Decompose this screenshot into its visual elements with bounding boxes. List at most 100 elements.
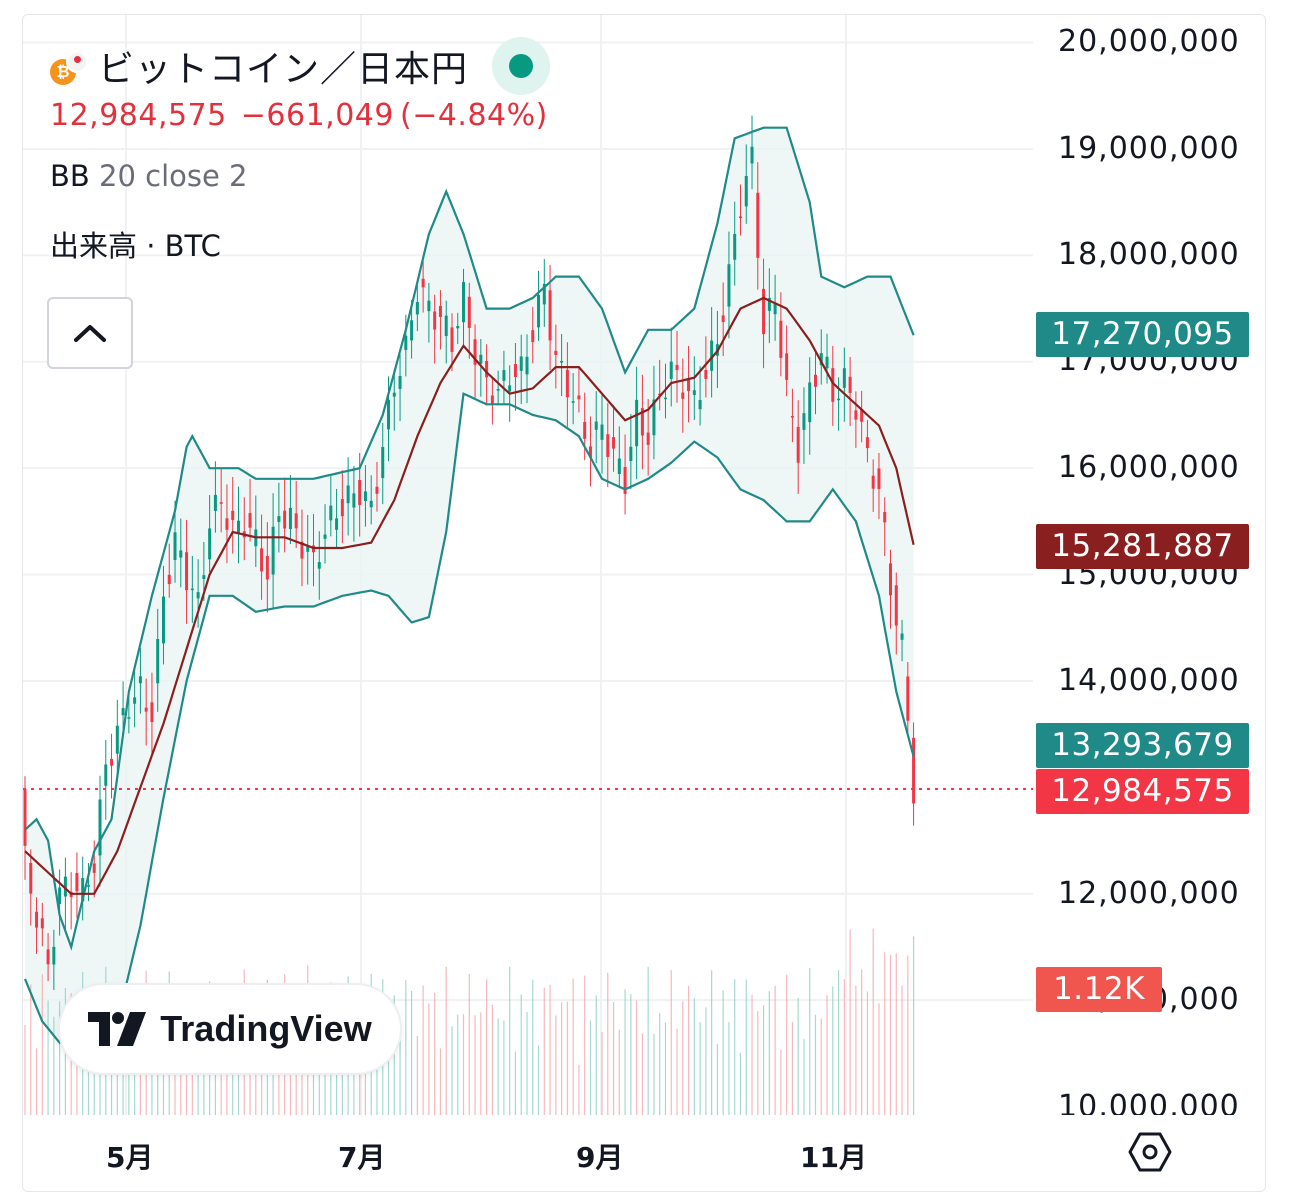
volume-bar xyxy=(670,970,672,1115)
candle-body xyxy=(813,374,817,387)
volume-bar xyxy=(676,1028,678,1115)
volume-bar xyxy=(682,1001,684,1115)
volume-bar xyxy=(434,992,436,1115)
candle-body xyxy=(398,375,402,389)
candle-body xyxy=(606,434,610,457)
candle-body xyxy=(750,146,754,164)
candle-body xyxy=(467,296,471,328)
candle-body xyxy=(767,297,771,311)
candle-body xyxy=(473,339,477,365)
indicator-legend-volume[interactable]: 出来高 · BTC xyxy=(50,229,221,263)
candle-body xyxy=(294,513,298,529)
volume-bar xyxy=(301,1034,303,1115)
candle-body xyxy=(871,475,875,489)
collapse-legend-button[interactable] xyxy=(47,297,133,369)
tradingview-logo[interactable]: TradingView xyxy=(60,985,400,1073)
candle-body xyxy=(519,356,523,371)
volume-bar xyxy=(774,985,776,1115)
x-tick-label: 9月 xyxy=(576,1141,624,1174)
candle-body xyxy=(40,918,44,929)
indicator-legend-bb[interactable]: BB 20 close 2 xyxy=(50,159,562,193)
indicator-name: BB xyxy=(50,159,90,193)
candle-body xyxy=(877,468,881,490)
candle-body xyxy=(283,510,287,529)
candle-body xyxy=(433,311,437,330)
candle-body xyxy=(785,353,789,380)
settings-hexagon-icon[interactable] xyxy=(1128,1130,1172,1174)
candle-body xyxy=(900,633,904,640)
price-change-pct: (−4.84%) xyxy=(399,98,548,133)
volume-bar xyxy=(520,994,522,1115)
candle-body xyxy=(698,400,702,410)
volume-bar xyxy=(895,953,897,1115)
volume-bar xyxy=(791,1021,794,1115)
candle-body xyxy=(542,283,546,305)
market-status-dot[interactable] xyxy=(492,37,551,95)
candle-body xyxy=(121,708,125,716)
volume-bar xyxy=(543,987,545,1115)
candle-body xyxy=(208,528,212,560)
volume-bar xyxy=(630,994,632,1115)
candle-body xyxy=(438,305,442,317)
volume-bar xyxy=(837,970,840,1115)
candle-body xyxy=(704,369,708,379)
candle-body xyxy=(81,877,85,902)
candle-body xyxy=(133,697,137,704)
candle-body xyxy=(173,532,177,560)
volume-bar xyxy=(532,979,534,1115)
candle-body xyxy=(733,233,737,260)
bb-upper-tag: 17,270,095 xyxy=(1036,312,1249,357)
volume-bar xyxy=(416,1036,418,1115)
symbol-title[interactable]: ビットコイン／日本円 xyxy=(98,49,469,90)
candle-body xyxy=(548,290,552,341)
volume-bar xyxy=(705,1007,707,1115)
volume-bar xyxy=(601,1031,603,1115)
volume-bar xyxy=(526,1011,528,1115)
candle-body xyxy=(675,364,679,371)
candle-body xyxy=(594,421,598,430)
candle-body xyxy=(340,499,344,517)
volume-bar xyxy=(514,1051,517,1115)
candle-body xyxy=(681,392,685,399)
volume-bar xyxy=(734,979,736,1115)
candle-body xyxy=(640,408,644,436)
volume-bar xyxy=(745,979,747,1115)
y-tick-label: 10,000,000 xyxy=(1058,1089,1240,1115)
volume-bar xyxy=(907,955,909,1115)
volume-bar xyxy=(728,1022,730,1115)
candle-body xyxy=(225,518,229,530)
volume-bar xyxy=(393,995,395,1115)
volume-bar xyxy=(820,1018,822,1115)
volume-bar xyxy=(849,929,851,1115)
candle-body xyxy=(231,510,235,520)
volume-bar xyxy=(457,1014,459,1115)
candle-body xyxy=(513,363,517,377)
candle-body xyxy=(773,303,777,315)
candle-body xyxy=(352,493,356,508)
candle-body xyxy=(819,353,823,366)
candle-body xyxy=(588,446,592,458)
volume-bar xyxy=(335,1031,338,1115)
x-tick-label: 5月 xyxy=(106,1141,154,1174)
volume-bar xyxy=(439,1048,442,1115)
candle-body xyxy=(375,486,379,494)
volume-bar xyxy=(653,1033,655,1115)
volume-bar xyxy=(693,998,695,1115)
candle-body xyxy=(23,789,27,846)
candle-body xyxy=(490,395,494,405)
y-tick-label: 12,000,000 xyxy=(1058,876,1240,911)
volume-bar xyxy=(428,1003,430,1115)
volume-bar xyxy=(826,994,828,1115)
volume-bar xyxy=(809,967,811,1115)
candle-body xyxy=(271,526,275,575)
volume-bar xyxy=(237,1055,240,1115)
volume-bar xyxy=(855,985,857,1115)
candle-body xyxy=(52,946,56,965)
symbol-row[interactable]: ₿ ビットコイン／日本円 xyxy=(50,37,562,95)
candle-body xyxy=(831,368,835,402)
volume-bar xyxy=(884,952,886,1115)
candle-body xyxy=(756,192,760,258)
volume-bar xyxy=(607,972,609,1115)
candle-body xyxy=(288,507,292,530)
volume-bar xyxy=(589,1020,592,1115)
